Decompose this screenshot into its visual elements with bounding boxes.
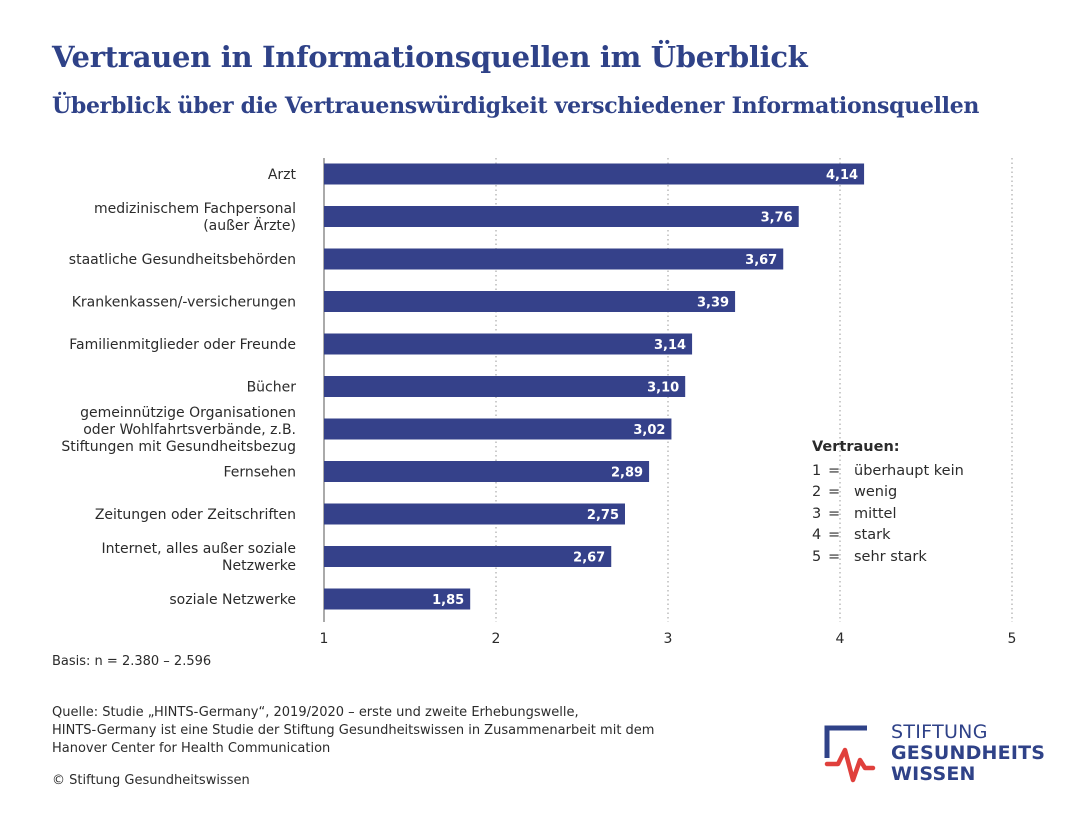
heartbeat-logo-icon (824, 725, 876, 783)
bar-value-label: 2,75 (587, 508, 619, 523)
legend-text: mittel (854, 505, 897, 522)
bar (324, 376, 686, 397)
legend-text: stark (854, 527, 891, 543)
category-label: medizinischem Fachpersonal (außer Ärzte) (94, 201, 296, 234)
basis-note: Basis: n = 2.380 – 2.596 (52, 654, 212, 669)
legend-equals: = (828, 462, 841, 479)
legend-number: 1 (812, 462, 822, 479)
bar-value-label: 3,39 (697, 296, 729, 311)
source-line: Quelle: Studie „HINTS-Germany“, 2019/202… (52, 705, 579, 720)
bar-value-label: 3,02 (633, 423, 665, 438)
bar-value-label: 2,67 (573, 551, 605, 566)
logo-line-3: WISSEN (891, 763, 976, 785)
bar (324, 333, 693, 355)
stiftung-logo: STIFTUNG GESUNDHEITS WISSEN (823, 722, 1045, 792)
bar-value-label: 3,14 (654, 338, 686, 353)
category-label: Internet, alles außer soziale Netzwerke (102, 541, 296, 574)
legend-equals: = (828, 505, 841, 522)
x-tick-label: 2 (492, 631, 501, 647)
legend-item: 1 = überhaupt kein (812, 461, 964, 483)
copyright-note: © Stiftung Gesundheitswissen (52, 773, 250, 788)
logo-wordmark: STIFTUNG GESUNDHEITS WISSEN (891, 722, 1045, 785)
bar (324, 206, 799, 227)
bar (324, 163, 865, 185)
category-label: gemeinnützige Organisationen oder Wohlfah… (61, 405, 296, 455)
bar-value-label: 2,89 (611, 466, 643, 481)
category-label: Krankenkassen/-versicherungen (72, 295, 296, 311)
legend-equals: = (828, 548, 841, 565)
x-tick-label: 4 (836, 631, 845, 647)
legend-text: wenig (854, 484, 898, 500)
legend-item: 3 = mittel (812, 504, 964, 526)
legend-text: überhaupt kein (854, 462, 964, 479)
x-tick-label: 5 (1008, 631, 1017, 647)
legend-item: 2 = wenig (812, 482, 964, 504)
legend-equals: = (828, 484, 841, 500)
bar (324, 588, 471, 610)
logo-line-1: STIFTUNG (891, 721, 988, 743)
category-label: soziale Netzwerke (169, 592, 296, 608)
chart-title: Vertrauen in Informationsquellen im Über… (52, 40, 808, 74)
source-line: Hanover Center for Health Communication (52, 741, 331, 756)
legend-number: 5 (812, 548, 822, 565)
source-line: HINTS-Germany ist eine Studie der Stiftu… (52, 723, 655, 738)
legend: Vertrauen: 1 = überhaupt kein 2 = wenig 3 = mi… (812, 437, 964, 568)
legend-number: 3 (812, 505, 822, 522)
bar (324, 461, 650, 482)
bar (324, 291, 736, 312)
source-note: Quelle: Studie „HINTS-Germany“, 2019/202… (52, 704, 752, 758)
x-tick-label: 3 (664, 631, 673, 647)
category-labels: Arzt medizinischem Fachpersonal (außer Ärz… (61, 167, 296, 608)
x-axis-ticks: 1 2 3 4 5 (320, 631, 1017, 647)
legend-title: Vertrauen: (812, 439, 900, 455)
legend-item: 5 = sehr stark (812, 547, 964, 569)
logo-line-2: GESUNDHEITS (891, 742, 1046, 764)
bar-value-label: 4,14 (826, 168, 858, 183)
category-label: Fernsehen (223, 465, 296, 481)
bar-value-label: 3,76 (761, 211, 793, 226)
bar-value-label: 1,85 (432, 593, 464, 608)
x-tick-label: 1 (320, 631, 329, 647)
bar-value-label: 3,10 (647, 381, 679, 396)
bar-chart: Arzt medizinischem Fachpersonal (außer Ärz… (61, 158, 1017, 647)
legend-number: 4 (812, 527, 822, 543)
category-label: Arzt (268, 167, 297, 183)
category-label: Zeitungen oder Zeitschriften (95, 507, 296, 523)
chart-subtitle: Überblick über die Vertrauenswürdigkeit … (52, 93, 980, 119)
bar (324, 418, 672, 440)
legend-number: 2 (812, 484, 822, 500)
value-labels: 4,14 3,76 3,67 3,39 3,14 3,10 3,02 2,89 2,75 2,67… (432, 168, 858, 608)
legend-equals: = (828, 527, 841, 543)
bar (324, 248, 784, 270)
bars (324, 163, 865, 610)
bar (324, 546, 612, 567)
legend-item: 4 = stark (812, 525, 964, 547)
bar (324, 503, 625, 525)
category-label: staatliche Gesundheitsbehörden (69, 252, 296, 268)
category-label: Bücher (247, 380, 297, 396)
legend-text: sehr stark (854, 548, 927, 565)
category-label: Familienmitglieder oder Freunde (69, 337, 296, 353)
bar-value-label: 3,67 (745, 253, 777, 268)
